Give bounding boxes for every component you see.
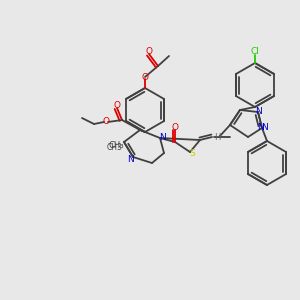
Text: O: O <box>146 46 152 56</box>
Text: N: N <box>255 107 261 116</box>
Text: N: N <box>128 154 134 164</box>
Text: N: N <box>159 134 165 142</box>
Text: CH3: CH3 <box>107 142 123 152</box>
Text: H: H <box>214 133 220 142</box>
Text: N: N <box>261 124 267 133</box>
Text: CH₃: CH₃ <box>108 142 124 151</box>
Text: Cl: Cl <box>250 46 260 56</box>
Text: O: O <box>103 118 110 127</box>
Text: O: O <box>113 100 121 109</box>
Text: N: N <box>256 122 263 131</box>
Text: O: O <box>142 73 148 82</box>
Text: O: O <box>172 122 178 131</box>
Text: S: S <box>189 149 195 158</box>
